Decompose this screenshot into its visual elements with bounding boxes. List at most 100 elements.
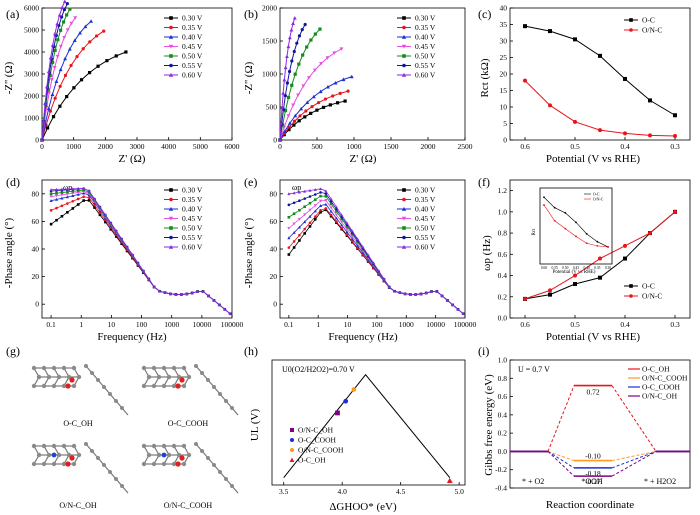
energy-connector-i (611, 385, 657, 452)
data-point-d (93, 203, 96, 207)
xlabel-b: Z' (Ω) (350, 153, 377, 165)
inset-tick-label-f: 0.40 (584, 266, 590, 270)
legend-label-b: 0.60 V (415, 71, 436, 80)
data-point-e (324, 207, 328, 210)
data-point-d (71, 199, 75, 203)
legend-label-h: O/N-C_OH (298, 426, 334, 435)
series-line-d (51, 189, 231, 315)
oxygen-atom (175, 383, 181, 389)
carbon-atom (66, 452, 72, 458)
data-point-b (296, 93, 300, 97)
data-point-e (461, 312, 465, 316)
carbon-atom (31, 365, 37, 371)
data-point-b (278, 138, 282, 142)
y-tick-label-d: 60 (32, 217, 40, 226)
data-point-a (52, 65, 57, 70)
legend-label-a: 0.55 V (182, 61, 203, 70)
legend-marker-a (168, 72, 174, 77)
data-point-e (435, 289, 439, 293)
data-point-d (60, 204, 64, 208)
data-point-a (114, 54, 118, 58)
carbon-atom (76, 452, 82, 458)
carbon-atom (114, 477, 118, 481)
y-tick-label-i: -0.2 (495, 465, 507, 474)
data-point-b (323, 97, 328, 101)
data-point-e (440, 294, 444, 298)
carbon-atom (218, 392, 222, 396)
carbon-atom (31, 383, 37, 389)
data-point-d (76, 189, 80, 192)
data-point-d (179, 292, 183, 296)
data-point-e (324, 192, 328, 195)
y-tick-label-i: 1.0 (498, 356, 508, 365)
data-point-e (292, 191, 296, 195)
legend-marker-a (168, 44, 174, 49)
x-tick-label-d: 1000 (164, 320, 179, 329)
data-point-e (361, 251, 365, 255)
carbon-atom (46, 452, 52, 458)
series-line-d (50, 196, 231, 315)
legend-marker-f (629, 294, 633, 298)
energy-connector-i (547, 385, 575, 452)
data-point-d (54, 197, 59, 201)
y-tick-label-f: 1.2 (498, 186, 508, 195)
data-point-e (340, 217, 343, 221)
data-point-c (623, 131, 627, 136)
carbon-atom (161, 383, 167, 389)
legend-label-e: 0.55 V (415, 233, 436, 242)
x-tick-label-d: 100000 (221, 320, 244, 329)
x-tick-label-f: 0.4 (620, 320, 630, 329)
x-tick-label-e: 1000 (399, 320, 414, 329)
data-point-e (355, 237, 360, 241)
energy-value-label-i: -0.27 (585, 477, 601, 486)
x-tick-label-f: 0.5 (570, 320, 580, 329)
data-point-b (338, 91, 342, 95)
carbon-atom (41, 443, 47, 449)
data-point-a (88, 40, 92, 44)
data-point-e (313, 218, 317, 221)
data-point-a (60, 5, 65, 10)
data-point-b (304, 109, 308, 113)
series-line-d (51, 191, 231, 315)
xlabel-i: Reaction coordinate (546, 499, 634, 511)
data-point-a (73, 16, 78, 20)
ylabel-i: Gibbs free energy (eV) (483, 374, 495, 476)
data-point-b (286, 95, 291, 100)
oxygen-atom (69, 455, 75, 461)
y-tick-label-f: 0.6 (498, 250, 508, 259)
carbon-atom (84, 364, 88, 368)
energy-connector-i (547, 451, 575, 469)
data-point-d (71, 187, 75, 191)
carbon-atom (66, 374, 72, 380)
data-point-a (48, 73, 52, 78)
carbon-atom (181, 383, 187, 389)
data-point-e (303, 227, 306, 231)
legend-label-h: O/N-C_COOH (298, 446, 344, 455)
y-tick-label-c: 20 (500, 70, 508, 79)
energy-value-label-i: 0.72 (586, 388, 599, 397)
data-point-b (335, 101, 340, 105)
data-point-e (324, 189, 328, 193)
inset-point-f (585, 242, 588, 245)
y-tick-label-e: 60 (270, 217, 278, 226)
data-point-e (414, 292, 418, 296)
data-point-d (136, 261, 140, 265)
data-point-a (53, 48, 57, 53)
data-point-c (573, 37, 577, 42)
data-point-e (319, 194, 322, 198)
data-point-e (350, 240, 354, 243)
legend-label-i: O-C_OH (642, 365, 670, 374)
data-point-d (54, 194, 59, 198)
data-point-d (92, 197, 97, 201)
data-point-e (298, 233, 301, 237)
data-point-e (350, 237, 354, 241)
data-point-d (217, 303, 221, 307)
data-point-b (289, 28, 294, 32)
y-tick-label-i: 0.6 (498, 392, 508, 401)
legend-marker-d (168, 244, 174, 249)
data-point-b (305, 100, 310, 105)
data-point-b (281, 91, 286, 95)
data-point-b (325, 56, 330, 60)
data-point-a (48, 55, 53, 60)
ylabel-b: -Z'' (Ω) (243, 61, 255, 94)
